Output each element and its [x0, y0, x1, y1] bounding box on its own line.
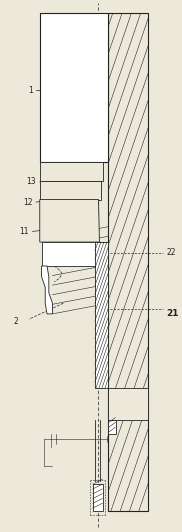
Text: 11: 11: [19, 227, 29, 236]
Text: 1: 1: [28, 86, 33, 95]
Polygon shape: [40, 181, 101, 200]
Polygon shape: [108, 420, 116, 434]
Polygon shape: [93, 484, 103, 511]
Polygon shape: [108, 388, 148, 420]
Text: 2: 2: [13, 318, 18, 326]
Polygon shape: [41, 266, 52, 314]
Text: 13: 13: [27, 178, 36, 186]
Text: 12: 12: [23, 198, 33, 206]
Polygon shape: [95, 242, 108, 388]
Polygon shape: [40, 162, 103, 181]
Polygon shape: [40, 13, 108, 162]
Polygon shape: [40, 200, 99, 242]
Polygon shape: [41, 242, 108, 266]
Text: 21: 21: [166, 310, 179, 318]
Text: 22: 22: [166, 248, 176, 257]
